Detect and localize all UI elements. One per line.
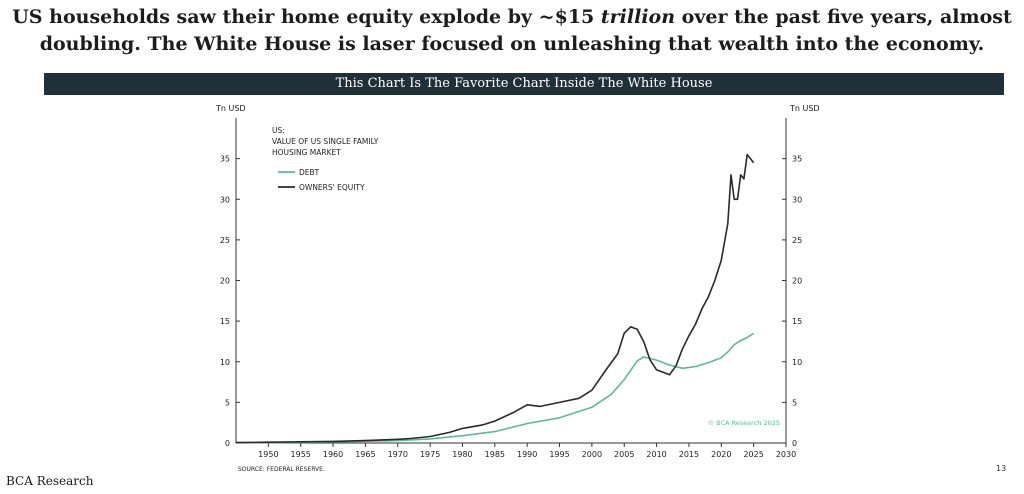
left-axis-unit: Tn USD	[215, 104, 246, 113]
y-tick-label-right: 35	[792, 155, 802, 164]
source-note: SOURCE: FEDERAL RESERVE.	[238, 466, 325, 473]
legend-label: OWNERS' EQUITY	[299, 183, 365, 192]
series-line	[235, 332, 755, 444]
series-line	[235, 153, 755, 444]
y-tick-label-left: 5	[225, 398, 230, 407]
legend-title-line: HOUSING MARKET	[272, 148, 341, 157]
x-tick-label: 1950	[258, 450, 278, 459]
x-tick-label: 2015	[679, 450, 699, 459]
x-tick-label: 1980	[452, 450, 472, 459]
x-tick-label: 1955	[291, 450, 311, 459]
headline-line-2: doubling. The White House is laser focus…	[39, 33, 985, 55]
x-tick-label: 1985	[485, 450, 505, 459]
x-tick-label: 1970	[388, 450, 408, 459]
y-tick-label-right: 25	[792, 236, 802, 245]
headline-line-1: US households saw their home equity expl…	[0, 4, 1024, 31]
headline-emphasis: trillion	[600, 6, 676, 28]
x-tick-label: 1990	[517, 450, 537, 459]
y-tick-label-right: 5	[792, 398, 797, 407]
y-tick-label-left: 30	[220, 195, 230, 204]
x-tick-label: 2000	[582, 450, 602, 459]
bca-logo: BCA Research	[6, 474, 94, 488]
page-number: 13	[996, 464, 1007, 473]
x-tick-label: 2005	[614, 450, 634, 459]
headline-part-1: US households saw their home equity expl…	[12, 6, 601, 28]
y-tick-label-right: 0	[792, 439, 797, 448]
y-tick-label-left: 35	[220, 155, 230, 164]
y-tick-label-right: 10	[792, 358, 802, 367]
x-tick-label: 2030	[776, 450, 796, 459]
chart-banner: This Chart Is The Favorite Chart Inside …	[44, 73, 1004, 95]
y-tick-label-left: 20	[220, 277, 230, 286]
y-tick-label-left: 0	[225, 439, 230, 448]
x-tick-label: 1965	[355, 450, 375, 459]
legend-title-line: US:	[272, 126, 285, 135]
y-tick-label-left: 25	[220, 236, 230, 245]
x-tick-label: 2020	[711, 450, 731, 459]
x-tick-label: 1975	[420, 450, 440, 459]
x-tick-label: 2025	[743, 450, 763, 459]
x-tick-label: 2010	[646, 450, 666, 459]
y-tick-label-right: 20	[792, 277, 802, 286]
y-tick-label-left: 10	[220, 358, 230, 367]
y-tick-label-right: 15	[792, 317, 802, 326]
y-tick-label-right: 30	[792, 195, 802, 204]
legend-title-line: VALUE OF US SINGLE FAMILY	[272, 137, 379, 146]
headline: US households saw their home equity expl…	[0, 4, 1024, 58]
chart-watermark: © BCA Research 2025	[708, 419, 780, 427]
headline-part-2: over the past five years, almost	[675, 6, 1012, 28]
right-axis-unit: Tn USD	[789, 104, 820, 113]
x-tick-label: 1995	[549, 450, 569, 459]
x-tick-label: 1960	[323, 450, 343, 459]
y-tick-label-left: 15	[220, 317, 230, 326]
legend-label: DEBT	[299, 168, 320, 177]
